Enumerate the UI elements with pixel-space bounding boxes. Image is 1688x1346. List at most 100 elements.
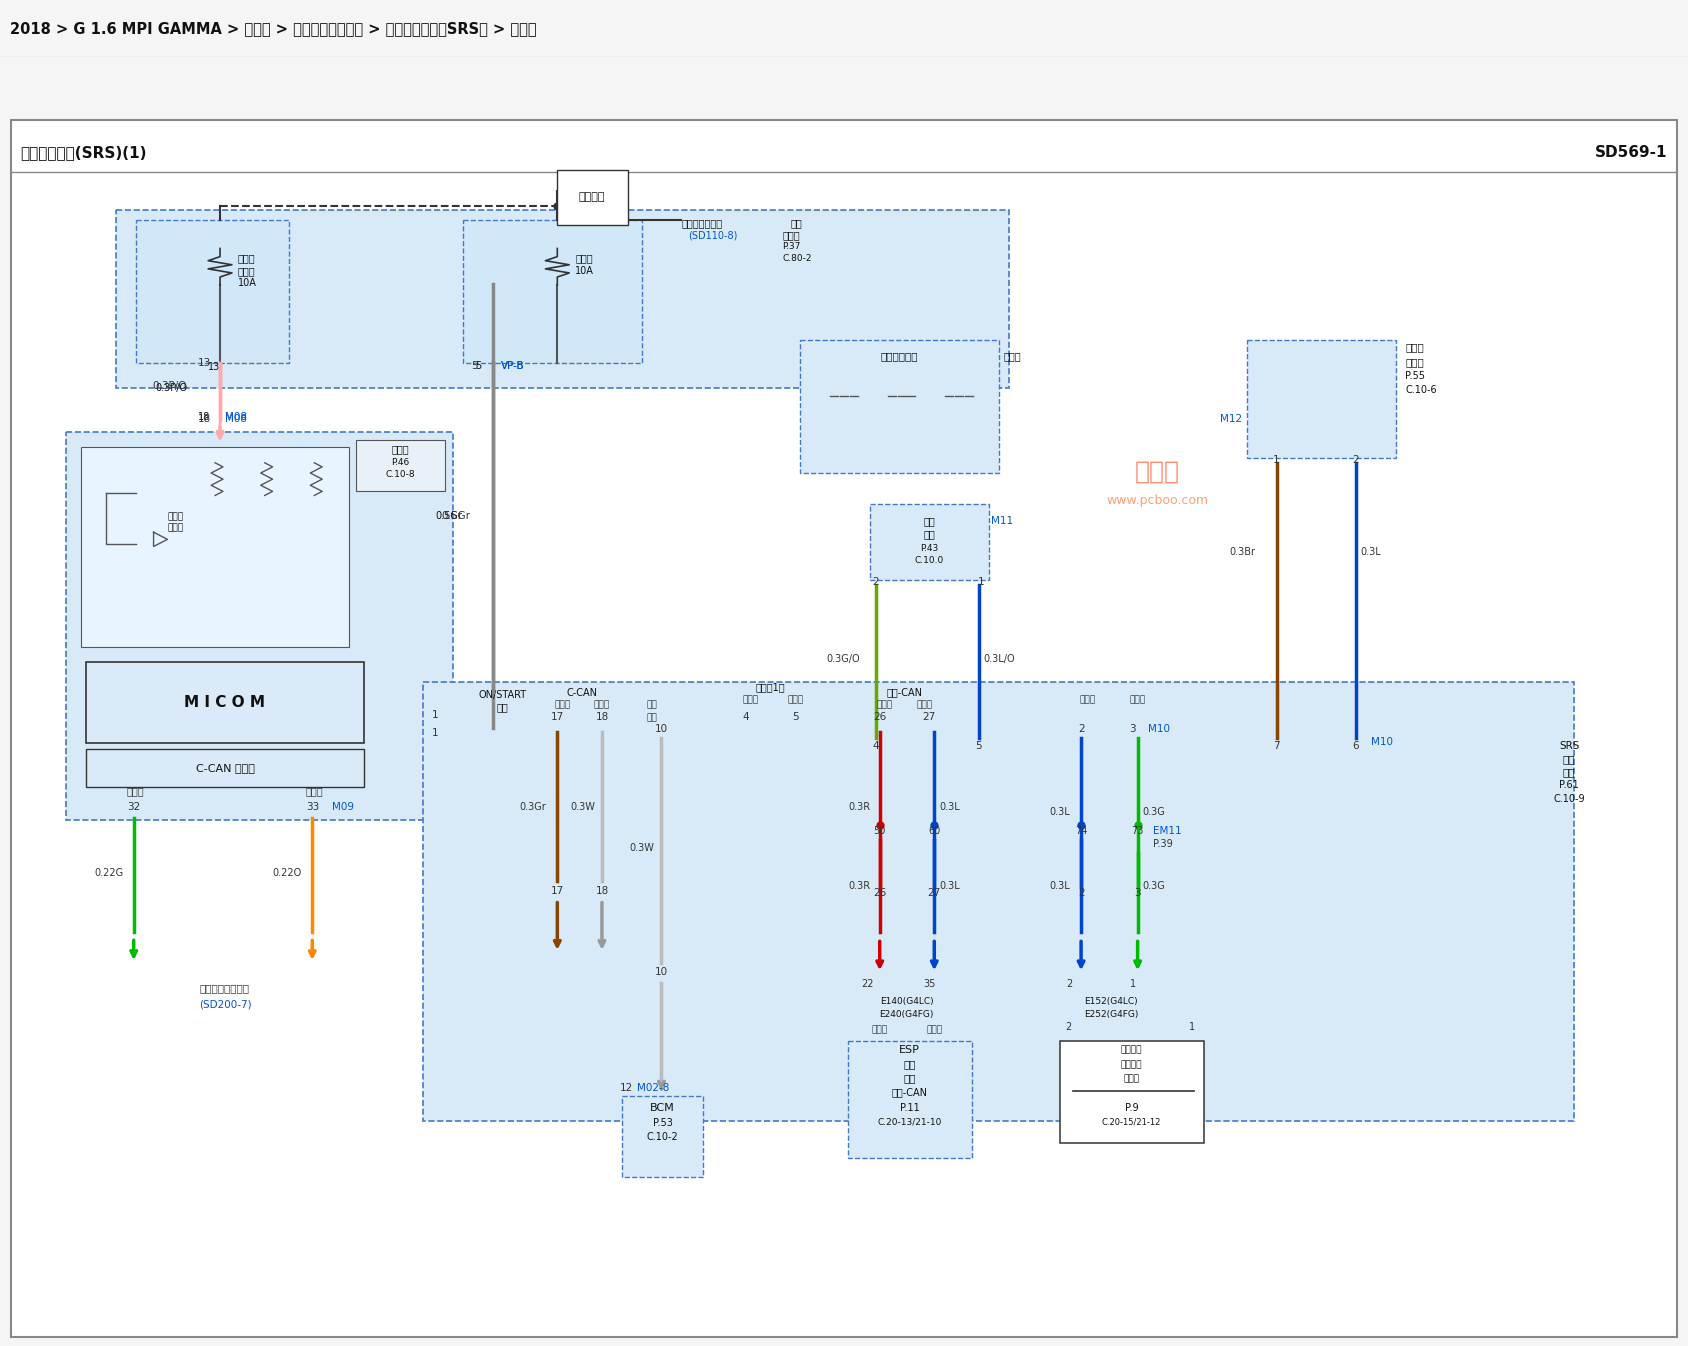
FancyBboxPatch shape: [81, 447, 349, 646]
Text: 0.3P/O: 0.3P/O: [155, 384, 187, 393]
Text: E152(G4LC): E152(G4LC): [1084, 997, 1138, 1005]
Text: 接线盒: 接线盒: [783, 230, 800, 240]
Text: C.20-15/21-12: C.20-15/21-12: [1102, 1117, 1161, 1127]
Text: 0.22G: 0.22G: [95, 868, 123, 878]
Text: C.20-13/21-10: C.20-13/21-10: [878, 1117, 942, 1127]
Text: SRS: SRS: [1560, 740, 1580, 751]
Text: 辅线: 辅线: [647, 701, 657, 709]
Text: 60: 60: [928, 826, 940, 836]
Text: 助手席: 助手席: [1406, 342, 1425, 353]
Text: 5: 5: [474, 361, 481, 371]
Text: 高电位: 高电位: [1080, 696, 1096, 705]
Text: 0.3L: 0.3L: [939, 882, 960, 891]
Text: 0.5Gr: 0.5Gr: [441, 511, 471, 521]
Text: 13: 13: [197, 358, 211, 367]
Text: 0.5Gr: 0.5Gr: [436, 511, 463, 521]
Text: M08: M08: [225, 415, 246, 424]
Text: 高电位: 高电位: [876, 701, 893, 709]
Text: 1: 1: [432, 728, 439, 739]
Text: P.37: P.37: [783, 242, 800, 252]
Text: C-CAN 收发器: C-CAN 收发器: [196, 763, 255, 773]
Text: 2: 2: [1077, 887, 1084, 898]
Text: 1: 1: [432, 709, 439, 720]
Text: 碰撞席1级: 碰撞席1级: [756, 682, 785, 692]
Text: 10A: 10A: [576, 267, 594, 276]
Text: M09: M09: [333, 802, 354, 812]
Text: 低电位: 低电位: [594, 701, 609, 709]
FancyBboxPatch shape: [135, 219, 289, 363]
Text: 0.3W: 0.3W: [630, 843, 655, 852]
Text: C.10-9: C.10-9: [1553, 794, 1585, 804]
FancyBboxPatch shape: [1060, 1040, 1204, 1143]
Text: 1: 1: [1129, 980, 1136, 989]
Text: 参考该部连接分布: 参考该部连接分布: [199, 984, 250, 993]
Text: 高电位: 高电位: [743, 696, 760, 705]
Text: M I C O M: M I C O M: [184, 695, 265, 711]
Text: 专用-CAN: 专用-CAN: [886, 688, 923, 697]
Text: 1: 1: [1188, 1023, 1195, 1032]
FancyBboxPatch shape: [1247, 341, 1396, 458]
Bar: [940, 386, 981, 447]
Text: 74: 74: [1075, 826, 1087, 836]
Text: C.80-2: C.80-2: [783, 253, 812, 262]
Text: P.11: P.11: [900, 1102, 920, 1113]
Text: 0.3P/O: 0.3P/O: [152, 381, 187, 392]
Text: P.39: P.39: [1153, 839, 1171, 848]
Text: 2: 2: [1065, 1023, 1072, 1032]
FancyBboxPatch shape: [869, 503, 989, 580]
Text: 32: 32: [127, 802, 140, 812]
Text: 传感器: 传感器: [1124, 1074, 1139, 1084]
Text: BCM: BCM: [650, 1102, 675, 1113]
Text: 73: 73: [1131, 826, 1144, 836]
Text: 空气囊: 空气囊: [576, 253, 592, 264]
Text: 1: 1: [1273, 455, 1280, 464]
Text: 7: 7: [1273, 740, 1280, 751]
Text: (SD200-7): (SD200-7): [199, 1000, 252, 1010]
FancyBboxPatch shape: [800, 341, 999, 472]
Text: 18: 18: [596, 712, 609, 721]
Text: 26: 26: [873, 887, 886, 898]
Text: 空气囊: 空气囊: [238, 253, 255, 264]
Text: 27: 27: [928, 887, 940, 898]
Text: 6: 6: [1352, 740, 1359, 751]
Text: 0.3Br: 0.3Br: [1229, 546, 1254, 557]
Text: 2: 2: [1352, 455, 1359, 464]
Text: 0.3G: 0.3G: [1143, 882, 1165, 891]
Text: 22: 22: [861, 980, 874, 989]
Text: 专用-CAN: 专用-CAN: [891, 1088, 927, 1097]
Text: 13: 13: [208, 362, 221, 371]
Text: P.46: P.46: [392, 458, 410, 467]
FancyBboxPatch shape: [86, 662, 365, 743]
Text: 3: 3: [1134, 887, 1141, 898]
Text: 低电位: 低电位: [1129, 696, 1146, 705]
Text: 模块: 模块: [1563, 767, 1575, 777]
Text: 高电位: 高电位: [871, 1026, 888, 1034]
Text: 弹簧: 弹簧: [923, 529, 935, 540]
FancyBboxPatch shape: [66, 432, 452, 820]
Text: 4: 4: [743, 712, 749, 721]
FancyBboxPatch shape: [116, 210, 1009, 388]
Text: 12: 12: [619, 1082, 633, 1093]
Text: 驾驶席空气囊: 驾驶席空气囊: [881, 351, 918, 361]
Text: C-CAN: C-CAN: [567, 688, 598, 697]
Text: C.10.0: C.10.0: [915, 556, 944, 565]
Text: 2: 2: [873, 577, 879, 587]
Text: 10: 10: [655, 968, 668, 977]
Text: P.55: P.55: [1406, 371, 1425, 381]
FancyBboxPatch shape: [86, 748, 365, 787]
Text: 10A: 10A: [238, 279, 257, 288]
Text: 18: 18: [596, 886, 609, 895]
Text: SD569-1: SD569-1: [1595, 145, 1668, 160]
Text: 仪表盘: 仪表盘: [392, 444, 410, 455]
Text: 2: 2: [1067, 980, 1072, 989]
Text: 控制: 控制: [903, 1059, 915, 1069]
Text: 模块: 模块: [903, 1073, 915, 1084]
Text: 0.3R: 0.3R: [847, 882, 869, 891]
Text: C.10-6: C.10-6: [1406, 385, 1436, 396]
Text: E252(G4FG): E252(G4FG): [1084, 1010, 1138, 1019]
Text: 空气囊: 空气囊: [167, 511, 184, 521]
Text: P.53: P.53: [653, 1119, 672, 1128]
Text: 5: 5: [976, 740, 982, 751]
Text: ON/START: ON/START: [479, 689, 527, 700]
FancyBboxPatch shape: [424, 682, 1575, 1121]
